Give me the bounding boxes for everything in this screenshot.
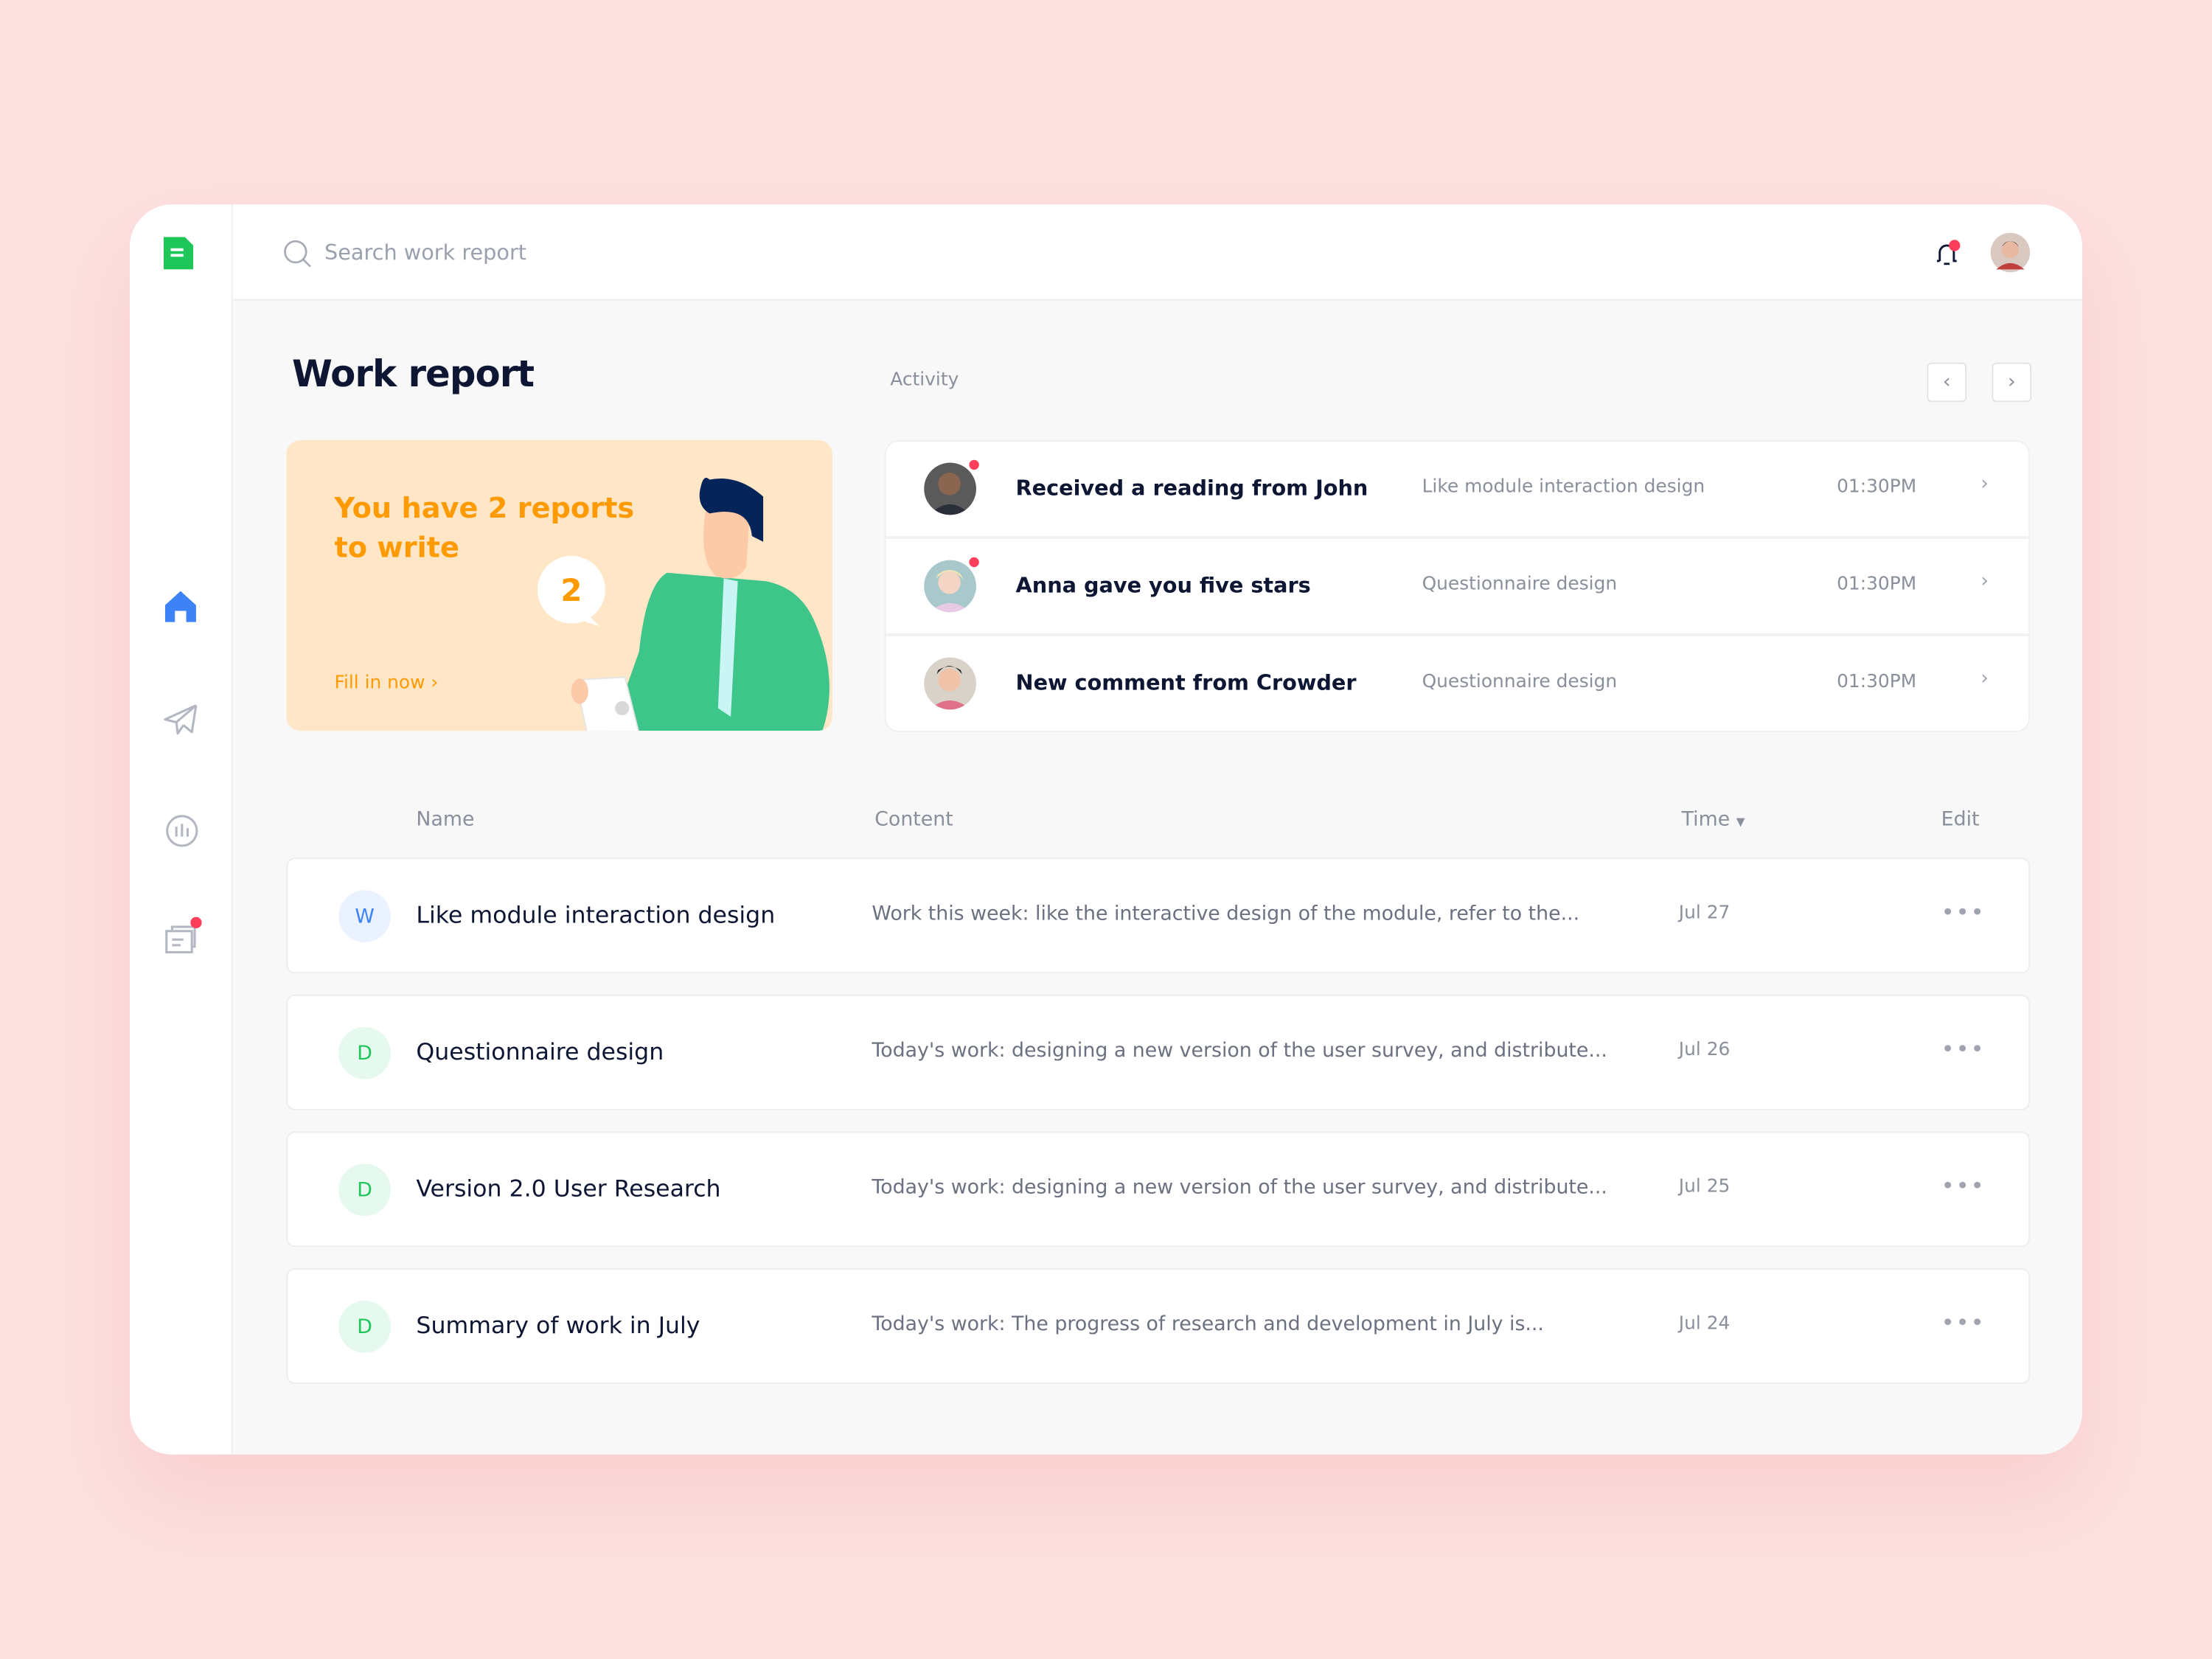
- column-header-edit: Edit: [1941, 808, 1980, 831]
- time-header-label: Time: [1681, 808, 1731, 831]
- row-date: Jul 26: [1678, 1040, 1731, 1061]
- row-content: Today's work: designing a new version of…: [872, 1040, 1607, 1062]
- unread-badge: [967, 555, 981, 569]
- bar-chart-icon[interactable]: [165, 814, 199, 848]
- row-initial-avatar: W: [338, 890, 391, 943]
- activity-time: 01:30PM: [1837, 671, 1917, 693]
- fill-in-now-link[interactable]: Fill in now ›: [334, 673, 438, 695]
- john-avatar: [924, 462, 976, 515]
- home-icon[interactable]: [164, 591, 196, 622]
- more-options-icon[interactable]: •••: [1941, 1309, 1986, 1336]
- more-options-icon[interactable]: •••: [1941, 1172, 1986, 1200]
- row-name: Questionnaire design: [416, 1038, 664, 1065]
- column-header-name[interactable]: Name: [416, 808, 475, 831]
- more-options-icon[interactable]: •••: [1941, 898, 1986, 926]
- banner-count: 2: [560, 572, 582, 608]
- activity-subject: Questionnaire design: [1422, 574, 1618, 596]
- chevron-right-icon: ›: [1980, 569, 1989, 593]
- table-row[interactable]: D Questionnaire design Today's work: des…: [286, 994, 2031, 1110]
- sort-down-icon[interactable]: ▼: [1736, 815, 1745, 829]
- next-button[interactable]: ›: [1992, 362, 2032, 403]
- logo-icon: [163, 237, 194, 270]
- row-date: Jul 24: [1678, 1313, 1731, 1335]
- page-title: Work report: [292, 354, 535, 397]
- table-row[interactable]: W Like module interaction design Work th…: [286, 858, 2031, 974]
- activity-subject: Like module interaction design: [1422, 476, 1705, 498]
- column-header-time[interactable]: Time ▼: [1682, 808, 1745, 831]
- chevron-right-icon: ›: [1980, 472, 1989, 495]
- activity-title: Anna gave you five stars: [1015, 572, 1311, 599]
- row-initial-avatar: D: [338, 1164, 391, 1217]
- user-avatar[interactable]: [1990, 232, 2031, 273]
- activity-time: 01:30PM: [1837, 476, 1917, 498]
- anna-avatar: [924, 560, 976, 613]
- bell-icon[interactable]: [1934, 238, 1962, 269]
- column-header-content: Content: [874, 808, 953, 831]
- activity-subject: Questionnaire design: [1422, 671, 1618, 693]
- activity-item[interactable]: Anna gave you five stars Questionnaire d…: [886, 539, 2029, 636]
- row-content: Today's work: The progress of research a…: [872, 1313, 1544, 1336]
- chevron-right-icon: ›: [1980, 667, 1989, 690]
- prev-button[interactable]: ‹: [1927, 362, 1967, 403]
- reports-banner: You have 2 reports to write Fill in now …: [286, 439, 832, 731]
- sidebar: [130, 204, 233, 1455]
- crowder-avatar: [924, 657, 976, 710]
- table-row[interactable]: D Version 2.0 User Research Today's work…: [286, 1131, 2031, 1248]
- fill-in-now-label: Fill in now: [334, 672, 425, 695]
- chevron-right-icon: ›: [2007, 371, 2016, 394]
- activity-list: Received a reading from John Like module…: [884, 439, 2031, 732]
- row-name: Version 2.0 User Research: [416, 1175, 721, 1203]
- banner-text: You have 2 reports to write: [334, 490, 635, 565]
- activity-title: New comment from Crowder: [1015, 669, 1357, 696]
- man-with-laptop-illustration: 2: [537, 477, 830, 731]
- activity-item[interactable]: New comment from Crowder Questionnaire d…: [886, 636, 2029, 731]
- more-options-icon[interactable]: •••: [1941, 1035, 1986, 1062]
- app-window: Search work report Work report Activity …: [130, 204, 2082, 1455]
- chevron-left-icon: ‹: [1942, 371, 1951, 394]
- row-initial-avatar: D: [338, 1301, 391, 1353]
- row-initial-avatar: D: [338, 1026, 391, 1079]
- row-date: Jul 27: [1678, 902, 1731, 925]
- row-name: Like module interaction design: [416, 901, 776, 928]
- unread-badge: [967, 458, 981, 472]
- chevron-right-icon: ›: [431, 672, 439, 695]
- activity-label: Activity: [890, 369, 959, 391]
- row-content: Today's work: designing a new version of…: [872, 1176, 1607, 1200]
- row-name: Summary of work in July: [416, 1312, 700, 1339]
- documents-icon[interactable]: [165, 917, 202, 954]
- search-icon: [284, 240, 311, 268]
- row-date: Jul 25: [1678, 1176, 1731, 1198]
- activity-time: 01:30PM: [1837, 574, 1917, 596]
- row-content: Work this week: like the interactive des…: [872, 902, 1580, 926]
- activity-title: Received a reading from John: [1015, 475, 1368, 501]
- search-input[interactable]: Search work report: [324, 240, 527, 265]
- table-row[interactable]: D Summary of work in July Today's work: …: [286, 1268, 2031, 1384]
- top-bar: Search work report: [232, 204, 2082, 301]
- paper-plane-icon[interactable]: [164, 704, 198, 735]
- activity-item[interactable]: Received a reading from John Like module…: [886, 442, 2029, 539]
